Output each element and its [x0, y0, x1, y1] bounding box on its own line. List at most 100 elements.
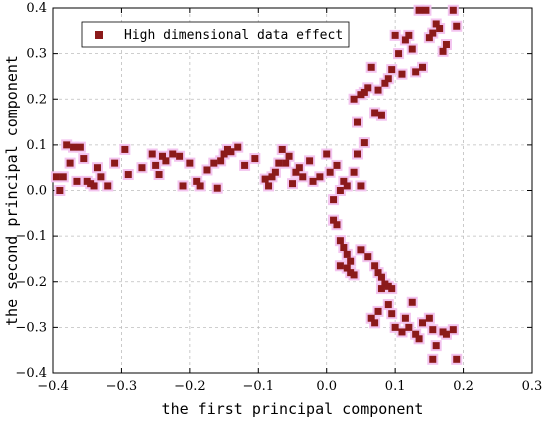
x-axis-label: the first principal component	[162, 400, 424, 418]
data-point	[401, 36, 409, 44]
data-point	[59, 173, 67, 181]
data-point	[432, 342, 440, 350]
data-point	[343, 250, 351, 258]
data-point	[333, 221, 341, 229]
data-point	[275, 159, 283, 167]
data-point	[391, 31, 399, 39]
data-point	[179, 182, 187, 190]
data-point	[340, 244, 348, 252]
data-points	[50, 4, 463, 365]
legend-box	[81, 21, 350, 48]
data-point	[364, 84, 372, 92]
data-point	[350, 271, 358, 279]
data-point	[357, 246, 365, 254]
y-tick-label: 0.3	[26, 47, 47, 62]
data-point	[388, 66, 396, 74]
data-point	[196, 182, 204, 190]
data-point	[374, 86, 382, 94]
data-point	[295, 164, 303, 172]
data-point	[357, 182, 365, 190]
data-point	[97, 173, 105, 181]
data-point	[381, 79, 389, 87]
data-point	[227, 148, 235, 156]
data-point	[422, 6, 430, 14]
data-point	[203, 166, 211, 174]
data-point	[104, 182, 112, 190]
data-point	[405, 323, 413, 331]
data-point	[186, 159, 194, 167]
x-tick-label: −0.1	[242, 379, 274, 394]
data-point	[326, 168, 334, 176]
data-point	[384, 75, 392, 83]
y-tick-label: −0.2	[15, 275, 47, 290]
data-point	[415, 335, 423, 343]
data-point	[176, 152, 184, 160]
data-point	[377, 285, 385, 293]
data-point	[124, 171, 132, 179]
data-point	[374, 307, 382, 315]
data-point	[408, 45, 416, 53]
data-point	[442, 41, 450, 48]
data-point	[429, 29, 437, 37]
data-point	[429, 326, 437, 334]
data-point	[425, 34, 433, 42]
data-point	[350, 95, 358, 103]
data-point	[323, 150, 331, 158]
data-point	[90, 182, 98, 190]
data-point	[155, 171, 163, 179]
data-point	[63, 141, 71, 149]
data-point	[367, 63, 375, 71]
data-point	[415, 6, 423, 14]
x-tick-label: −0.3	[106, 379, 138, 394]
data-point	[453, 355, 461, 363]
data-point	[419, 63, 427, 71]
data-point	[371, 262, 379, 270]
data-point	[360, 88, 368, 96]
data-point	[93, 164, 101, 172]
data-point	[347, 257, 355, 265]
data-point	[432, 20, 440, 28]
data-point	[292, 168, 300, 176]
x-tick-label: 0.0	[316, 379, 337, 394]
data-point	[429, 355, 437, 363]
x-tick-label: 0.3	[522, 379, 543, 394]
y-tick-label: −0.3	[15, 320, 47, 335]
data-point	[333, 161, 341, 169]
data-point	[330, 196, 338, 204]
data-point	[384, 301, 392, 309]
x-tick-label: 0.2	[453, 379, 474, 394]
data-point	[371, 319, 379, 327]
data-point	[449, 6, 457, 14]
plot-frame	[52, 7, 533, 374]
data-point	[364, 253, 372, 261]
data-point	[412, 330, 420, 338]
data-point	[330, 216, 338, 224]
data-point	[419, 319, 427, 327]
y-tick-label: 0.0	[26, 184, 47, 199]
data-point	[56, 187, 64, 194]
y-tick-label: 0.4	[26, 1, 47, 16]
data-point	[377, 111, 385, 119]
data-point	[70, 143, 78, 151]
data-point	[213, 184, 221, 192]
x-tick-label: −0.4	[37, 379, 69, 394]
data-point	[121, 145, 129, 153]
data-point	[111, 159, 119, 167]
data-point	[299, 173, 307, 181]
data-point	[220, 150, 228, 158]
data-point	[377, 273, 385, 281]
data-point	[268, 173, 276, 181]
data-point	[439, 47, 447, 55]
data-point	[425, 314, 433, 322]
data-point	[388, 285, 396, 293]
y-tick-label: −0.4	[15, 366, 47, 381]
data-point	[265, 182, 273, 190]
data-point	[388, 310, 396, 318]
legend: High dimensional data effect	[81, 21, 350, 48]
x-tick-label: −0.2	[174, 379, 206, 394]
y-axis-label: the second principal component	[3, 55, 21, 326]
y-tick-label: 0.1	[26, 138, 47, 153]
axis-ticks: −0.4 −0.3 −0.2 −0.1 0.0 0.1 0.2 0.3 −0.4 −0.3 −0.2…	[15, 1, 542, 394]
data-point	[217, 157, 225, 165]
